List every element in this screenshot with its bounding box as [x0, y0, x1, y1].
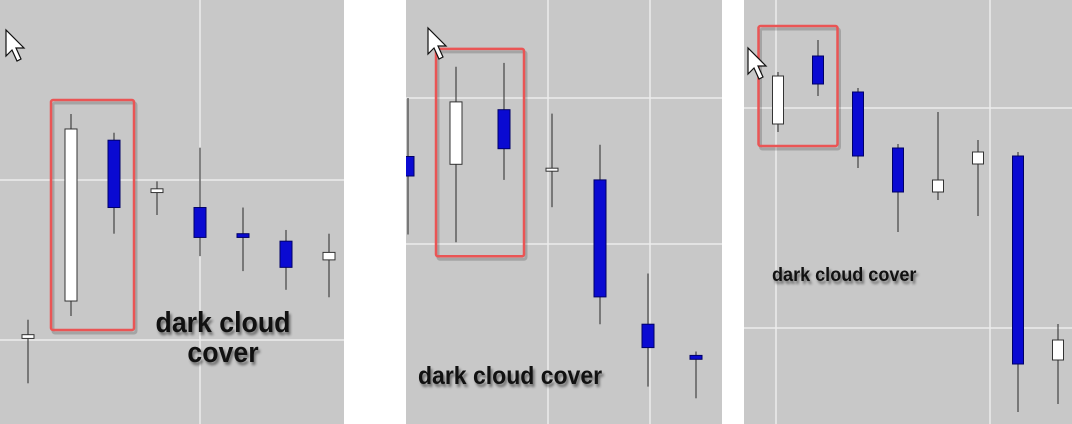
candle-body: [64, 128, 78, 302]
candle-body: [593, 179, 607, 298]
pattern-highlight-box: [434, 47, 526, 258]
candle: [892, 144, 904, 232]
candle: [641, 273, 655, 387]
candle: [689, 351, 703, 399]
candle-body: [107, 139, 121, 209]
mouse-pointer-icon: [427, 26, 448, 60]
candle-body: [689, 354, 703, 360]
candle: [972, 140, 984, 216]
candle-body: [322, 251, 336, 261]
candle-body: [932, 179, 944, 193]
chart-panel-3: dark cloud cover: [744, 0, 1072, 424]
candle: [322, 233, 336, 298]
candle: [593, 144, 607, 325]
candle-body: [1012, 155, 1024, 365]
candle-body: [449, 101, 463, 165]
candle: [279, 229, 293, 290]
candle: [107, 132, 121, 234]
candle-body: [852, 91, 864, 157]
candle-body: [1052, 339, 1064, 361]
mouse-pointer-icon: [747, 46, 768, 80]
candlestick-chart-2: [406, 0, 722, 424]
chart-panel-2: dark cloud cover: [406, 0, 722, 424]
candlestick-chart-1: [0, 0, 344, 424]
candle-body: [406, 156, 415, 177]
candle-body: [497, 109, 511, 150]
candle-body: [892, 147, 904, 193]
candle-body: [545, 167, 559, 172]
candle: [812, 40, 824, 96]
candle: [21, 319, 35, 384]
pattern-caption: dark cloud cover: [418, 362, 603, 390]
pattern-highlight-shadow: [436, 50, 528, 261]
candle: [193, 147, 207, 257]
candle-body: [812, 55, 824, 85]
candle: [497, 62, 511, 180]
candle-body: [279, 240, 293, 268]
candle: [1052, 324, 1064, 404]
candle: [932, 112, 944, 200]
candle: [150, 181, 164, 215]
candle-body: [150, 188, 164, 194]
pattern-highlight-shadow: [759, 27, 841, 151]
pattern-highlight-shadow: [51, 101, 138, 335]
candle-body: [641, 323, 655, 349]
gridlines: [406, 0, 722, 424]
candle: [449, 66, 463, 243]
candle: [545, 113, 559, 208]
candle-body: [236, 233, 250, 238]
candle-body: [193, 207, 207, 238]
candle: [236, 207, 250, 272]
pattern-caption: dark cloud cover: [772, 265, 917, 286]
candle: [406, 98, 415, 235]
candle-body: [772, 75, 784, 125]
chart-panel-1: dark cloud cover: [0, 0, 344, 424]
candle: [852, 88, 864, 168]
candle: [64, 114, 78, 316]
candle-body: [21, 334, 35, 339]
mouse-pointer-icon: [5, 28, 26, 62]
candlestick-chart-3: [744, 0, 1072, 424]
candle: [1012, 152, 1024, 412]
pattern-highlight-box: [757, 24, 839, 148]
candle: [772, 72, 784, 132]
pattern-highlight-box: [49, 98, 136, 332]
pattern-caption: dark cloud cover: [155, 307, 291, 370]
candle-body: [972, 151, 984, 165]
